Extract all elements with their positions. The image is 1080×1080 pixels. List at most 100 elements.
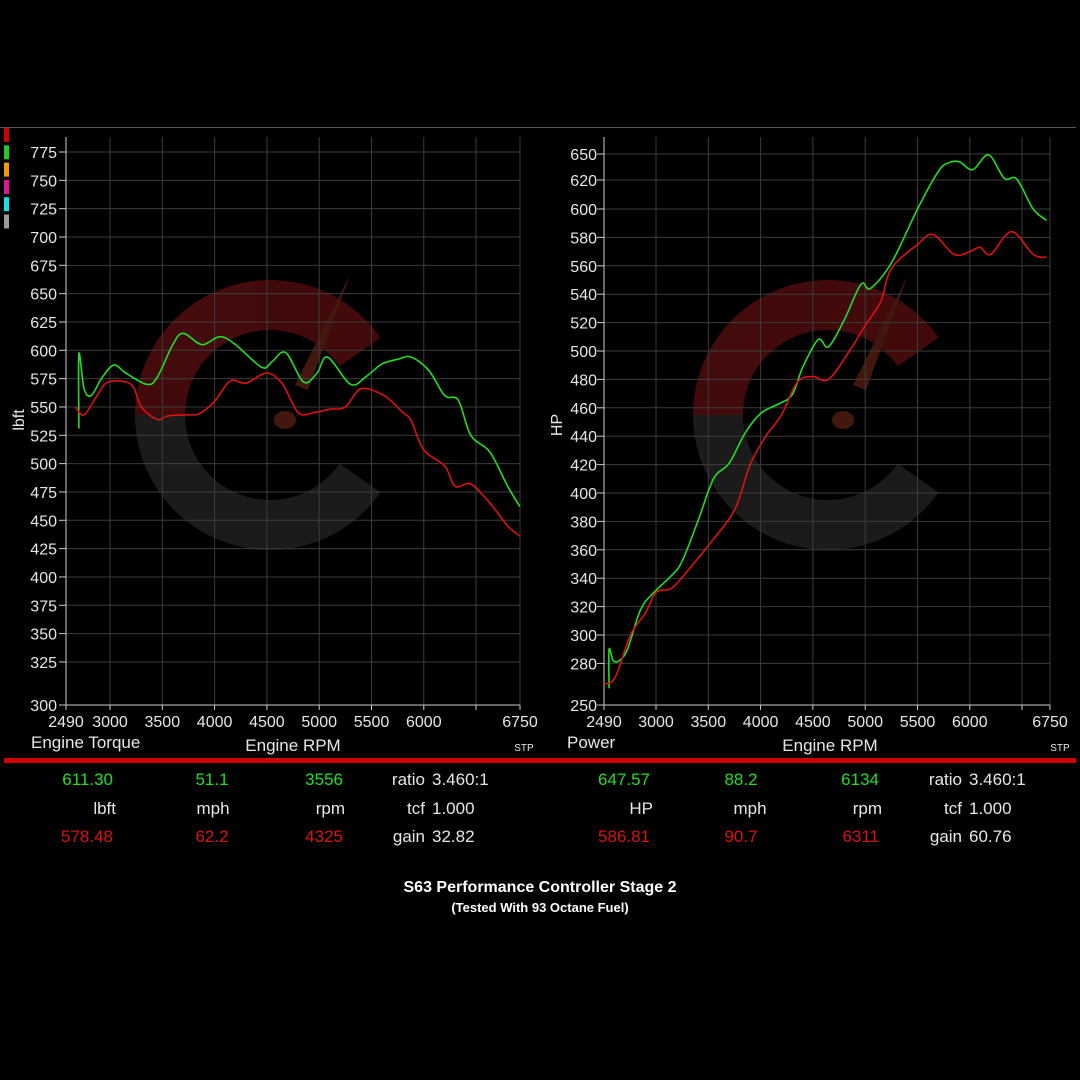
x-tick-label: 3000 (638, 714, 674, 731)
y-tick-label: 450 (30, 513, 57, 530)
x-tick-label: 2490 (48, 714, 84, 731)
x-tick-label: 6750 (1032, 714, 1068, 731)
x-tick-label: 3000 (92, 714, 128, 731)
y-tick-label: 350 (30, 627, 57, 644)
before-run-line (74, 372, 521, 537)
gain-value: 60.76 (969, 827, 1012, 846)
y-tick-label: 700 (30, 230, 57, 247)
y-tick-label: 340 (570, 571, 597, 588)
after-run-line (607, 154, 1048, 689)
y-tick-label: 440 (570, 429, 597, 446)
before-power-value: 586.81 (598, 827, 650, 846)
tcf-value: 1.000 (432, 799, 475, 818)
y-tick-label: 775 (30, 145, 57, 162)
x-tick-label: 6750 (502, 714, 538, 731)
before-mph-value: 62.2 (195, 827, 228, 846)
watermark-dot (832, 411, 854, 429)
torque-stats: 611.30 51.1 3556 lbft mph rpm 578.48 62.… (61, 770, 489, 846)
watermark-logo (135, 275, 381, 550)
y-tick-label: 480 (570, 372, 597, 389)
tcf-label: tcf (944, 799, 962, 818)
legend-swatch (4, 179, 9, 194)
mph-unit: mph (196, 799, 229, 818)
after-rpm-value: 3556 (305, 770, 343, 789)
legend-swatch (4, 128, 9, 142)
x-tick-label: 4000 (197, 714, 233, 731)
y-tick-label: 750 (30, 173, 57, 190)
x-tick-label: 5500 (354, 714, 390, 731)
y-tick-label: 300 (570, 628, 597, 645)
watermark-dot (274, 411, 296, 429)
torque-stp-label: STP (514, 743, 534, 754)
y-tick-label: 620 (570, 173, 597, 190)
ratio-label: ratio (929, 770, 962, 789)
before-run-line (603, 230, 1047, 685)
before-torque-value: 578.48 (61, 827, 113, 846)
watermark-arc-top (693, 280, 939, 415)
y-tick-label: 500 (30, 457, 57, 474)
x-tick-label: 5500 (900, 714, 936, 731)
y-tick-label: 400 (570, 486, 597, 503)
rpm-unit: rpm (316, 799, 345, 818)
y-tick-label: 580 (570, 230, 597, 247)
before-rpm-value: 4325 (305, 827, 343, 846)
y-tick-label: 675 (30, 258, 57, 275)
x-tick-label: 6000 (406, 714, 442, 731)
watermark-logo (693, 275, 939, 550)
y-tick-label: 460 (570, 401, 597, 418)
after-run-line (77, 332, 521, 508)
power-chart-title: Power (567, 733, 616, 752)
y-tick-label: 280 (570, 656, 597, 673)
ratio-value: 3.460:1 (969, 770, 1026, 789)
y-tick-label: 650 (570, 147, 597, 164)
legend-swatch (4, 214, 9, 229)
y-tick-label: 725 (30, 202, 57, 219)
x-tick-label: 4500 (795, 714, 831, 731)
mph-unit: mph (733, 799, 766, 818)
y-tick-label: 400 (30, 570, 57, 587)
y-tick-label: 600 (570, 202, 597, 219)
power-y-axis-label: HP (549, 414, 566, 436)
x-tick-label: 3500 (145, 714, 181, 731)
y-tick-label: 420 (570, 458, 597, 475)
y-tick-label: 300 (30, 698, 57, 715)
legend-swatch (4, 197, 9, 212)
y-tick-label: 575 (30, 372, 57, 389)
gain-label: gain (930, 827, 962, 846)
x-tick-label: 6000 (952, 714, 988, 731)
y-tick-label: 560 (570, 259, 597, 276)
y-tick-label: 625 (30, 315, 57, 332)
torque-chart-title: Engine Torque (31, 733, 140, 752)
x-tick-label: 5000 (847, 714, 883, 731)
y-tick-label: 650 (30, 287, 57, 304)
y-tick-label: 550 (30, 400, 57, 417)
gain-value: 32.82 (432, 827, 475, 846)
torque-x-axis-label: Engine RPM (245, 736, 340, 755)
watermark-needle (853, 275, 908, 390)
x-tick-label: 4000 (743, 714, 779, 731)
y-tick-label: 475 (30, 485, 57, 502)
after-torque-value: 611.30 (62, 770, 113, 789)
x-tick-label: 5000 (301, 714, 337, 731)
after-rpm-value: 6134 (841, 770, 879, 789)
power-x-axis-label: Engine RPM (782, 736, 877, 755)
after-mph-value: 88.2 (724, 770, 757, 789)
ratio-label: ratio (392, 770, 425, 789)
y-tick-label: 375 (30, 598, 57, 615)
footer-subtitle: (Tested With 93 Octane Fuel) (451, 900, 628, 915)
run-color-legend (4, 128, 9, 229)
red-separator (4, 758, 1076, 763)
gain-label: gain (393, 827, 425, 846)
before-rpm-value: 6311 (842, 827, 879, 846)
y-tick-label: 320 (570, 600, 597, 617)
power-stp-label: STP (1050, 743, 1070, 754)
watermark-arc-bottom (693, 415, 939, 550)
legend-swatch (4, 145, 9, 160)
watermark-needle (295, 275, 350, 390)
y-tick-label: 525 (30, 428, 57, 445)
ratio-value: 3.460:1 (432, 770, 489, 789)
torque-unit: lbft (93, 799, 116, 818)
before-mph-value: 90.7 (724, 827, 757, 846)
x-tick-label: 3500 (691, 714, 727, 731)
